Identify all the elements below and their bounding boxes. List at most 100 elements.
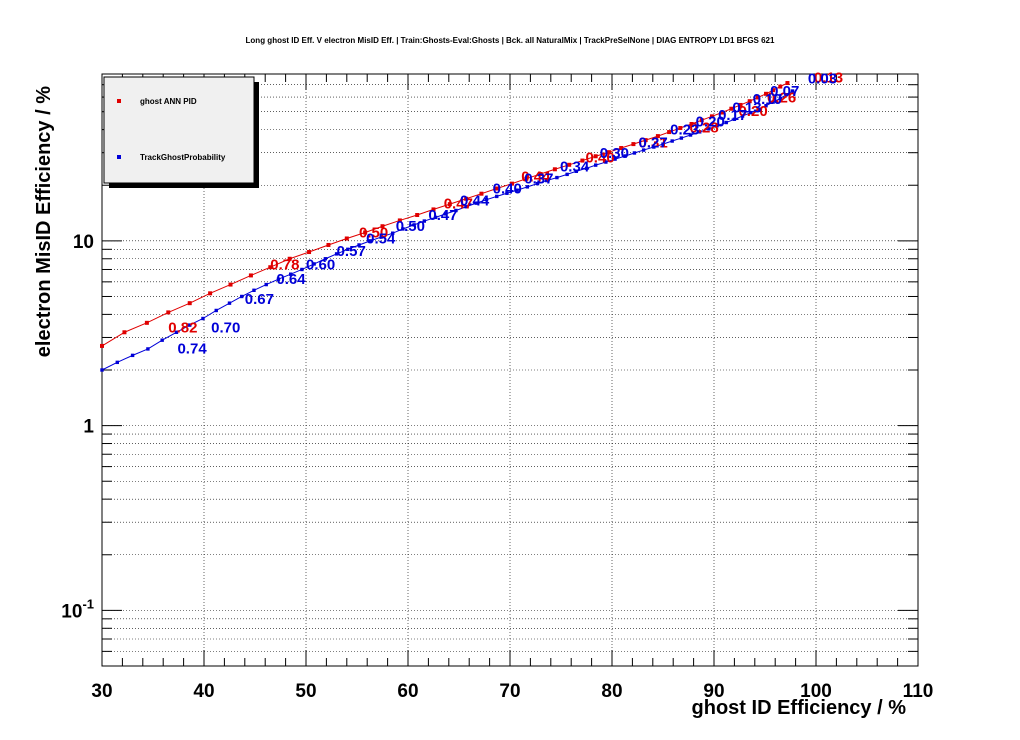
data-label: 0.40 (585, 150, 614, 167)
data-label: 0.26 (767, 90, 796, 107)
data-label: 0.64 (276, 271, 306, 288)
data-label: 0.44 (460, 193, 490, 210)
data-point (240, 294, 244, 299)
data-label: 0.07 (770, 83, 799, 100)
data-label: 0.17 (718, 107, 747, 124)
data-label: 0.31 (639, 135, 668, 152)
data-point (652, 145, 656, 149)
data-point (300, 267, 304, 272)
chart-title: Long ghost ID Eff. V electron MisID Eff.… (245, 36, 775, 45)
data-point (771, 100, 775, 104)
data-point (188, 323, 192, 327)
data-label: 0.23 (670, 122, 699, 139)
data-point (484, 198, 489, 202)
legend-marker (117, 155, 121, 159)
data-point (785, 81, 790, 86)
x-tick-label: 70 (499, 681, 520, 702)
y-tick-label: 10-1 (61, 596, 94, 622)
data-point (593, 163, 598, 167)
data-point (778, 84, 783, 89)
data-point (740, 114, 745, 118)
data-point (604, 160, 608, 164)
data-point (749, 110, 753, 115)
data-label: 0.78 (270, 256, 299, 273)
data-point (720, 110, 725, 115)
data-point (144, 320, 149, 325)
data-point (565, 172, 569, 177)
legend-marker (117, 99, 121, 103)
data-point (264, 282, 268, 287)
data-label: 0.47 (428, 207, 457, 224)
data-point (479, 191, 484, 196)
data-point (778, 96, 782, 101)
data-point (312, 262, 316, 266)
data-point (174, 330, 179, 334)
data-point (724, 120, 728, 125)
data-point (515, 188, 519, 192)
data-point (643, 138, 648, 143)
data-point (228, 282, 233, 287)
data-point (122, 330, 127, 335)
data-label: 0.60 (306, 256, 335, 273)
x-tick-label: 50 (295, 681, 316, 702)
x-tick-label: 60 (397, 681, 418, 702)
data-point (397, 218, 402, 223)
x-tick-label: 30 (91, 681, 112, 702)
data-point (738, 102, 743, 107)
data-point (379, 235, 384, 239)
data-point (494, 186, 499, 191)
data-point (160, 338, 164, 342)
data-label: 0.44 (521, 168, 551, 185)
data-point (208, 291, 213, 296)
data-point (391, 231, 395, 235)
data-label: 0.57 (337, 243, 366, 260)
data-point (510, 181, 515, 186)
data-label: 0.20 (696, 113, 725, 130)
data-point (755, 95, 760, 100)
data-point (771, 88, 776, 93)
data-point (401, 227, 405, 231)
data-point (346, 247, 350, 252)
data-point (368, 239, 372, 243)
data-point (166, 310, 171, 315)
x-tick-label: 40 (193, 681, 214, 702)
data-point (464, 196, 469, 201)
data-point (344, 236, 349, 241)
data-label: 0.70 (211, 319, 240, 336)
data-point (444, 212, 448, 216)
data-point (670, 139, 674, 143)
data-point (334, 252, 339, 256)
legend-label: ghost ANN PID (140, 97, 197, 106)
data-point (655, 134, 660, 139)
data-point (326, 242, 331, 247)
data-label: 0.67 (245, 291, 274, 308)
data-point (433, 215, 438, 220)
data-point (415, 213, 420, 218)
data-point (535, 181, 540, 186)
x-tick-label: 90 (703, 681, 724, 702)
data-label: 0.20 (738, 103, 767, 120)
data-point (363, 230, 368, 235)
data-label: 0.50 (396, 218, 425, 235)
data-point (613, 157, 617, 161)
data-point (474, 201, 479, 205)
data-point (747, 99, 752, 104)
data-point (268, 265, 273, 270)
data-point (709, 114, 714, 119)
x-axis-label: ghost ID Efficiency / % (692, 697, 907, 719)
data-point (679, 136, 684, 140)
data-point (545, 178, 549, 183)
data-label: 0.40 (493, 181, 522, 198)
data-point (495, 194, 499, 199)
data-point (632, 151, 637, 155)
x-tick-label: 80 (601, 681, 622, 702)
data-label: 0.28 (690, 120, 719, 137)
data-point (580, 158, 585, 163)
legend (103, 76, 255, 184)
data-point (623, 154, 627, 158)
data-label: 0.37 (524, 171, 553, 188)
data-point (524, 176, 529, 181)
data-point (688, 133, 693, 137)
data-point (715, 124, 719, 128)
